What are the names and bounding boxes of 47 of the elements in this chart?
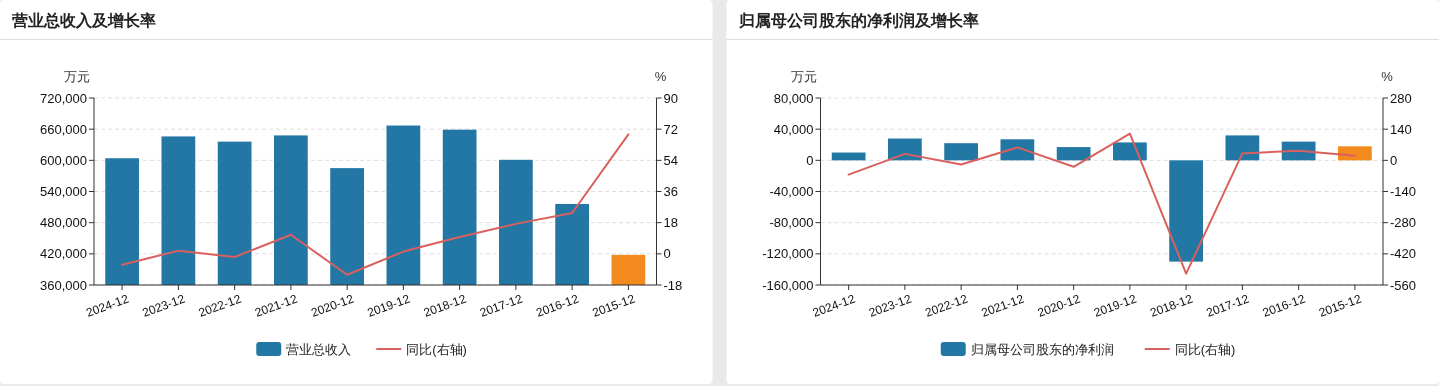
y-tick-label: 540,000 xyxy=(40,184,87,200)
y2-tick-label: 0 xyxy=(1390,152,1398,168)
y-tick-label: 40,000 xyxy=(773,121,814,137)
y-tick-label: -160,000 xyxy=(762,277,814,293)
bar xyxy=(1056,147,1091,161)
y-tick-label: 720,000 xyxy=(40,90,87,106)
legend-label: 营业总收入 xyxy=(286,341,352,357)
line-series xyxy=(847,132,1356,275)
bar xyxy=(944,143,978,161)
y-tick-label: 0 xyxy=(806,152,814,168)
bar xyxy=(1113,142,1147,161)
y2-axis-title: % xyxy=(1381,69,1394,84)
y2-tick-label: 72 xyxy=(663,121,678,137)
legend-label: 归属母公司股东的净利润 xyxy=(970,341,1114,357)
y2-tick-label: -420 xyxy=(1390,246,1417,262)
legend-label: 同比(右轴) xyxy=(406,341,467,357)
line-series xyxy=(121,133,630,276)
y2-tick-label: 140 xyxy=(1390,121,1412,137)
y2-tick-label: -18 xyxy=(663,277,683,293)
y2-tick-label: 18 xyxy=(663,215,678,231)
y-axis-title: 万元 xyxy=(790,69,817,84)
y2-tick-label: -140 xyxy=(1390,184,1417,200)
y2-tick-label: 280 xyxy=(1390,90,1412,106)
y2-tick-label: 36 xyxy=(663,184,678,200)
y-tick-label: 360,000 xyxy=(40,277,87,293)
bar xyxy=(1225,135,1260,161)
chart-title: 归属母公司股东的净利润及增长率 xyxy=(737,11,979,29)
y2-tick-label: -560 xyxy=(1390,277,1417,293)
y-tick-label: 420,000 xyxy=(40,246,87,262)
y2-axis-title: % xyxy=(654,69,667,84)
y2-tick-label: -280 xyxy=(1390,215,1417,231)
y-tick-label: 480,000 xyxy=(40,215,87,231)
y2-tick-label: 54 xyxy=(663,152,678,168)
y-tick-label: 600,000 xyxy=(40,152,87,168)
bar xyxy=(831,152,866,161)
y-tick-label: 80,000 xyxy=(773,90,814,106)
y-axis-title: 万元 xyxy=(64,69,90,84)
y2-tick-label: 0 xyxy=(663,246,671,262)
bar xyxy=(1169,160,1203,262)
y-tick-label: -120,000 xyxy=(762,246,814,262)
y-tick-label: -80,000 xyxy=(769,215,814,231)
bar xyxy=(1338,146,1372,161)
legend-label: 同比(右轴) xyxy=(1174,341,1236,357)
y-tick-label: 660,000 xyxy=(40,121,87,137)
y-tick-label: -40,000 xyxy=(769,184,814,200)
y2-tick-label: 90 xyxy=(663,90,678,106)
chart-title: 营业总收入及增长率 xyxy=(11,11,156,29)
